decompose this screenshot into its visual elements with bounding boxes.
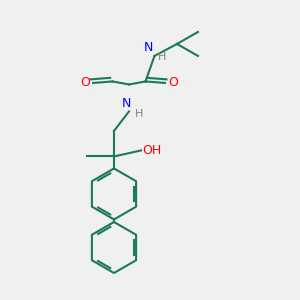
Text: O: O: [168, 76, 178, 89]
Text: H: H: [134, 110, 143, 119]
Text: N: N: [144, 41, 153, 54]
Text: N: N: [121, 97, 131, 110]
Text: OH: OH: [142, 144, 162, 157]
Text: H: H: [158, 52, 166, 62]
Text: O: O: [80, 76, 90, 89]
